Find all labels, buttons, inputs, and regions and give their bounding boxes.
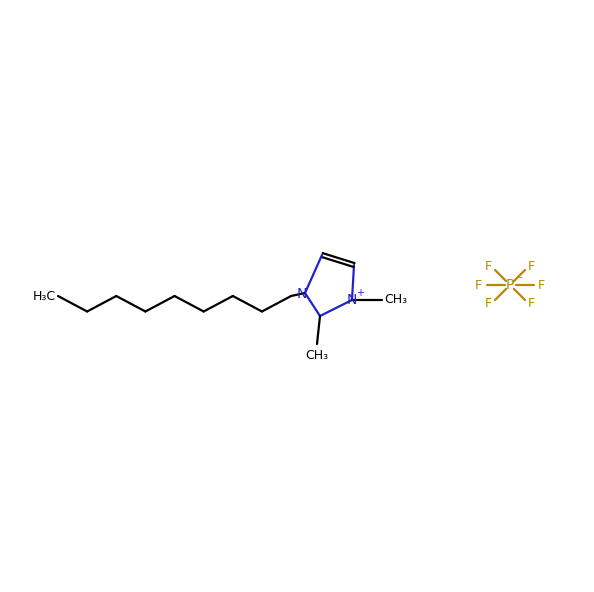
Text: F: F (538, 278, 545, 291)
Text: N: N (297, 287, 307, 301)
Text: H₃C: H₃C (33, 289, 56, 303)
Text: P: P (506, 278, 514, 292)
Text: F: F (528, 260, 535, 274)
Text: F: F (485, 297, 492, 310)
Text: +: + (356, 288, 364, 298)
Text: −: − (515, 273, 523, 283)
Text: F: F (475, 278, 482, 291)
Text: F: F (528, 297, 535, 310)
Text: F: F (485, 260, 492, 274)
Text: CH₃: CH₃ (305, 349, 328, 362)
Text: N: N (347, 293, 357, 307)
Text: CH₃: CH₃ (384, 292, 407, 305)
